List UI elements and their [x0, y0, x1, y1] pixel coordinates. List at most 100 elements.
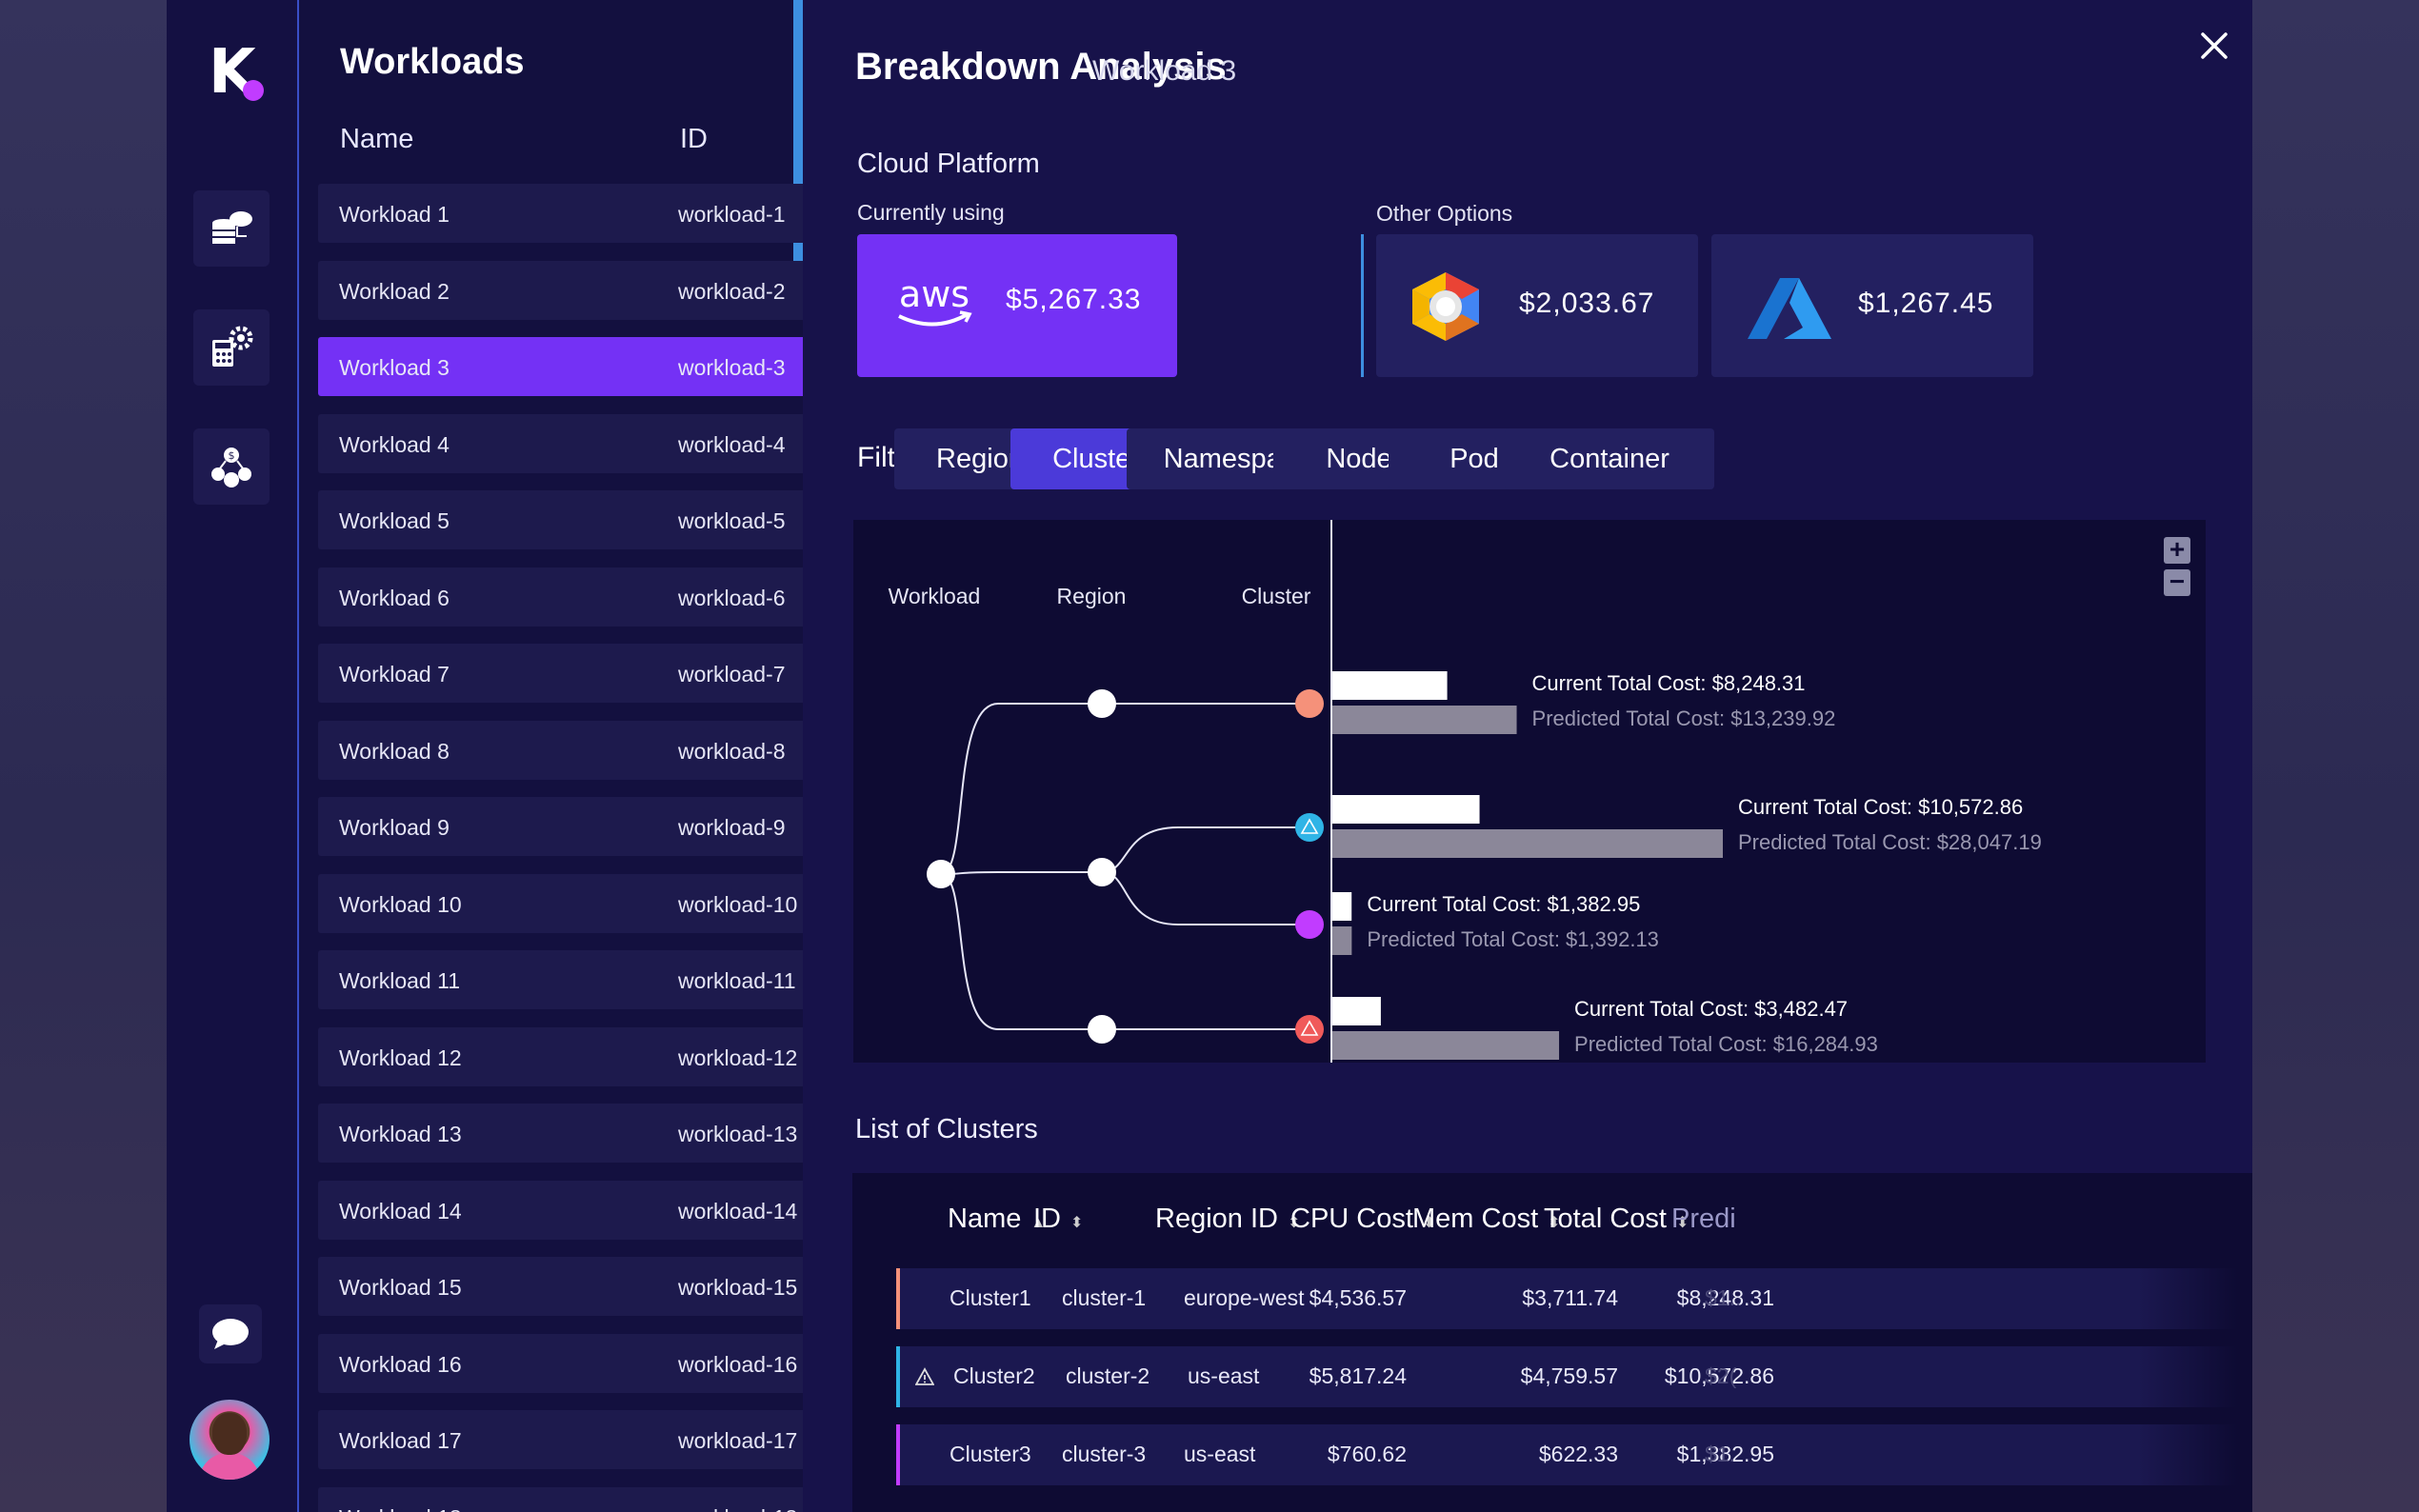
calculator-gear-icon-graphic	[212, 326, 253, 367]
sort-icon[interactable]: ⬍	[1070, 1215, 1084, 1231]
workloads-col-name[interactable]: Name	[340, 124, 414, 154]
cell-name: Cluster1	[950, 1285, 1031, 1310]
clusters-table: Name ▲ ID ⬍ Region ID ⬍ CPU Cost ⬍ Mem Cost ⬍ Tota…	[852, 1173, 2252, 1512]
workload-row[interactable]: Workload 7 workload-7	[318, 644, 803, 703]
workload-row[interactable]: Workload 6 workload-6	[318, 567, 803, 627]
cluster-node	[1295, 1015, 1324, 1044]
provider-card-aws[interactable]: aws $5,267.33	[857, 234, 1177, 377]
table-row[interactable]: Cluster1 cluster-1 europe-west $4,536.57 $3,…	[896, 1268, 2252, 1329]
table-row[interactable]: Cluster3 cluster-3 us-east $760.62 $622.33 $1…	[896, 1424, 2252, 1485]
workload-row[interactable]: Workload 17 workload-17	[318, 1410, 803, 1469]
column-header-label: Predi	[1671, 1204, 1736, 1234]
workload-id: workload-10	[678, 891, 798, 917]
workload-name: Workload 17	[339, 1428, 462, 1453]
workload-id: workload-4	[678, 431, 786, 457]
cell-name: Cluster2	[953, 1363, 1035, 1388]
provider-card-azure[interactable]: $1,267.45	[1711, 234, 2033, 377]
workload-name: Workload 11	[339, 968, 460, 993]
workload-id: workload-5	[678, 508, 786, 533]
azure-logo	[1748, 278, 1831, 339]
zoom-in-button[interactable]: +	[2164, 536, 2190, 564]
cell-total: $10,572.86	[1664, 1363, 1774, 1388]
other-options-label: Other Options	[1376, 201, 1513, 226]
workload-row[interactable]: Workload 13 workload-13	[318, 1104, 803, 1163]
workloads-scrollbar[interactable]	[793, 0, 803, 263]
column-header-cpu-cost[interactable]: CPU Cost ⬍	[1290, 1204, 1435, 1235]
workload-id: workload-15	[678, 1275, 798, 1300]
column-header-id[interactable]: ID ⬍	[1033, 1204, 1083, 1235]
workload-row[interactable]: Workload 1 workload-1	[318, 184, 803, 243]
predicted-cost-label: Predicted Total Cost: $1,392.13	[1367, 927, 1659, 951]
workload-row[interactable]: Workload 18 workload-18	[318, 1486, 803, 1512]
workload-row[interactable]: Workload 2 workload-2	[318, 260, 803, 320]
user-avatar[interactable]	[190, 1400, 270, 1480]
workloads-panel: Workloads Name ID Workload 1 workload-1 Wo…	[297, 0, 805, 1512]
sort-icon[interactable]: ⬍	[1548, 1215, 1561, 1231]
workload-row[interactable]: Workload 14 workload-14	[318, 1180, 803, 1240]
current-cost-label: Current Total Cost: $1,382.95	[1367, 892, 1640, 916]
column-header-predi[interactable]: Predi	[1671, 1204, 1736, 1235]
tree-connector	[940, 871, 1102, 875]
workload-id: workload-13	[678, 1122, 798, 1146]
sort-icon[interactable]: ⬍	[1287, 1215, 1301, 1231]
app-logo[interactable]: K	[209, 40, 264, 105]
workload-row[interactable]: Workload 3 workload-3	[318, 337, 803, 396]
cluster-color-indicator	[896, 1424, 900, 1485]
predicted-cost-label: Predicted Total Cost: $13,239.92	[1532, 706, 1836, 730]
column-header-label: Region ID	[1155, 1204, 1278, 1234]
column-header-label: ID	[1033, 1204, 1061, 1234]
google-cloud-price: $2,033.67	[1519, 288, 1655, 319]
workloads-title: Workloads	[340, 42, 525, 82]
provider-card-google-cloud[interactable]: $2,033.67	[1376, 234, 1698, 377]
sort-icon[interactable]: ⬍	[1675, 1215, 1689, 1231]
cloud-database-icon[interactable]	[193, 190, 270, 267]
workload-id: workload-6	[678, 585, 786, 610]
workload-row[interactable]: Workload 10 workload-10	[318, 873, 803, 933]
workload-row[interactable]: Workload 15 workload-15	[318, 1257, 803, 1316]
workload-name: Workload 1	[339, 202, 450, 227]
workload-name: Workload 13	[339, 1122, 462, 1146]
cell-mem: $622.33	[1538, 1442, 1618, 1466]
clusters-heading: List of Clusters	[855, 1114, 1038, 1144]
workload-id: workload-9	[678, 815, 786, 840]
close-icon[interactable]	[2197, 29, 2231, 63]
table-scroll-fade	[2138, 1173, 2252, 1512]
tree-connector	[940, 703, 1102, 875]
table-row[interactable]: Cluster2 cluster-2 us-east $5,817.24 $4,759.…	[896, 1346, 2252, 1407]
currently-using-label: Currently using	[857, 200, 1005, 225]
column-header-region-id[interactable]: Region ID ⬍	[1155, 1204, 1300, 1235]
cluster-color-indicator	[896, 1346, 900, 1407]
cell-region: us-east	[1188, 1363, 1260, 1388]
workloads-col-id[interactable]: ID	[680, 124, 708, 154]
sort-asc-icon[interactable]: ▲	[1030, 1215, 1047, 1231]
zoom-out-button[interactable]: −	[2164, 568, 2190, 596]
cell-id: cluster-2	[1066, 1363, 1150, 1388]
workload-row[interactable]: Workload 9 workload-9	[318, 797, 803, 856]
cell-pred: $2(	[1705, 1363, 1737, 1388]
warning-icon	[915, 1367, 934, 1385]
workload-row[interactable]: Workload 4 workload-4	[318, 413, 803, 473]
chat-bubble-icon[interactable]	[199, 1304, 262, 1363]
sort-icon[interactable]: ⬍	[1422, 1215, 1436, 1231]
calculator-gear-icon[interactable]	[193, 309, 270, 386]
cell-cpu: $5,817.24	[1309, 1363, 1407, 1388]
predicted-cost-bar	[1332, 1031, 1560, 1060]
workload-row[interactable]: Workload 12 workload-12	[318, 1026, 803, 1086]
column-header-total-cost[interactable]: Total Cost ⬍	[1544, 1204, 1689, 1235]
app-window: K $	[167, 0, 2252, 1512]
workload-name: Workload 4	[339, 431, 450, 457]
column-header-mem-cost[interactable]: Mem Cost ⬍	[1412, 1204, 1561, 1235]
column-header-name[interactable]: Name ▲	[948, 1204, 1046, 1235]
money-network-icon[interactable]: $	[193, 428, 270, 505]
workload-name: Workload 18	[339, 1505, 462, 1512]
workload-id: workload-8	[678, 738, 786, 764]
cluster-node	[1295, 813, 1324, 842]
workload-row[interactable]: Workload 8 workload-8	[318, 720, 803, 780]
workload-row[interactable]: Workload 16 workload-16	[318, 1333, 803, 1393]
tree-connector	[1101, 871, 1309, 925]
workload-row[interactable]: Workload 5 workload-5	[318, 490, 803, 549]
page-title: Breakdown Analysis	[855, 46, 1227, 88]
current-cost-label: Current Total Cost: $3,482.47	[1574, 997, 1848, 1021]
filter-tab-container[interactable]: Container	[1505, 428, 1714, 489]
workload-row[interactable]: Workload 11 workload-11	[318, 950, 803, 1009]
